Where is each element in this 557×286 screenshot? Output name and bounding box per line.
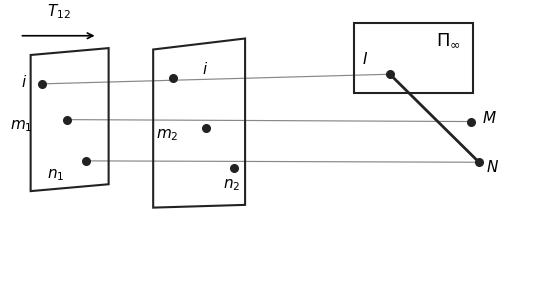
Text: $N$: $N$ [486, 159, 499, 175]
Text: $n_2$: $n_2$ [223, 177, 240, 193]
Text: $i$: $i$ [21, 74, 27, 90]
Text: $m_2$: $m_2$ [156, 128, 178, 143]
Text: $T_{12}$: $T_{12}$ [47, 2, 70, 21]
Text: $\Pi_{\infty}$: $\Pi_{\infty}$ [436, 31, 461, 49]
Text: $I$: $I$ [361, 51, 368, 67]
Text: $n_1$: $n_1$ [47, 168, 65, 183]
Text: $m_1$: $m_1$ [9, 119, 32, 134]
Text: $i$: $i$ [202, 61, 208, 77]
Bar [354, 23, 473, 94]
Text: $M$: $M$ [482, 110, 496, 126]
